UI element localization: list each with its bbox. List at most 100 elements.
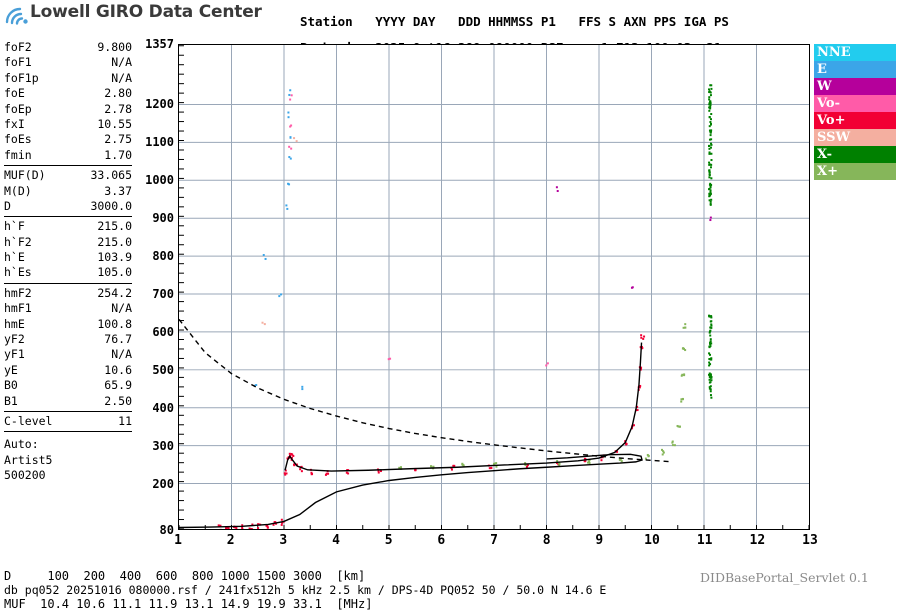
param-row: yE10.6 <box>4 363 132 378</box>
param-row: h`F2215.0 <box>4 235 132 250</box>
x-tick-label: 8 <box>543 533 551 548</box>
param-key: foE <box>4 86 25 101</box>
y-axis-labels: 8020030040050060070080090010001100120013… <box>128 44 174 530</box>
param-key: hmF1 <box>4 301 32 316</box>
param-value: 215.0 <box>97 219 132 234</box>
wifi-arc-icon <box>4 5 30 25</box>
param-value: 9.800 <box>97 40 132 55</box>
param-key: fxI <box>4 117 25 132</box>
legend-item-vo[interactable]: Vo+ <box>814 112 896 129</box>
param-row: D 3000.0 <box>4 199 132 214</box>
parameter-panel: foF2 9.800 foF1N/A foF1pN/A foE2.80 foEp 2… <box>4 40 132 484</box>
y-tick-label: 300 <box>152 439 174 453</box>
param-row: yF276.7 <box>4 332 132 347</box>
y-tick-label: 80 <box>160 523 174 537</box>
param-row: B065.9 <box>4 378 132 393</box>
divider <box>4 431 132 432</box>
param-row: hmE 100.8 <box>4 317 132 332</box>
param-row: foF1N/A <box>4 55 132 70</box>
param-group-virtual-heights: h`F215.0 h`F2215.0 h`E103.9 h`Es105.0 <box>4 219 132 281</box>
x-tick-label: 3 <box>279 533 287 548</box>
param-value: 254.2 <box>97 286 132 301</box>
param-row: hmF2 254.2 <box>4 286 132 301</box>
param-key: h`F <box>4 219 25 234</box>
legend-item-nne[interactable]: NNE <box>814 44 896 61</box>
param-key: yE <box>4 363 18 378</box>
x-tick-label: 13 <box>802 533 818 548</box>
x-tick-label: 2 <box>227 533 235 548</box>
ionogram-plot[interactable] <box>178 44 810 530</box>
param-key: D <box>4 199 11 214</box>
source-file-line: db pq052 20251016 080000.rsf / 241fx512h… <box>4 583 606 597</box>
ionogram-canvas <box>179 45 809 529</box>
param-key: foEp <box>4 102 32 117</box>
param-group-profile: hmF2254.2 hmF1N/A hmE100.8 yF276.7 yF1N/… <box>4 286 132 409</box>
legend-item-e[interactable]: E <box>814 61 896 78</box>
param-row: C-level11 <box>4 414 132 429</box>
param-key: foEs <box>4 132 32 147</box>
legend-item-x[interactable]: X+ <box>814 163 896 180</box>
param-row: M(D)3.37 <box>4 184 132 199</box>
param-key: hmF2 <box>4 286 32 301</box>
y-tick-label: 400 <box>152 401 174 415</box>
x-tick-label: 1 <box>174 533 182 548</box>
param-key: B1 <box>4 394 18 409</box>
param-key: C-level <box>4 414 52 429</box>
divider <box>4 411 132 412</box>
y-tick-label: 1000 <box>145 173 174 187</box>
param-key: hmE <box>4 317 25 332</box>
param-key: MUF(D) <box>4 168 46 183</box>
y-tick-label: 1200 <box>145 97 174 111</box>
param-key: foF2 <box>4 40 32 55</box>
legend-item-vo[interactable]: Vo- <box>814 95 896 112</box>
param-value: 105.0 <box>97 265 132 280</box>
servlet-version-label: DIDBasePortal_Servlet 0.1 <box>700 570 869 585</box>
divider <box>4 283 132 284</box>
param-key: yF1 <box>4 347 25 362</box>
y-tick-label: 700 <box>152 287 174 301</box>
param-row: B12.50 <box>4 394 132 409</box>
x-tick-label: 4 <box>332 533 340 548</box>
divider <box>4 165 132 166</box>
x-tick-label: 12 <box>750 533 766 548</box>
y-tick-label: 500 <box>152 363 174 377</box>
param-group-muf: MUF(D)33.065 M(D)3.37 D 3000.0 <box>4 168 132 214</box>
y-tick-label: 900 <box>152 211 174 225</box>
legend-item-w[interactable]: W <box>814 78 896 95</box>
param-row: fxI10.55 <box>4 117 132 132</box>
param-row: foE2.80 <box>4 86 132 101</box>
param-row: fmin1.70 <box>4 148 132 163</box>
param-row: h`F 215.0 <box>4 219 132 234</box>
param-row: foF2 9.800 <box>4 40 132 55</box>
param-key: M(D) <box>4 184 32 199</box>
auto-label: Auto: <box>4 437 132 452</box>
y-tick-label: 800 <box>152 249 174 263</box>
param-value: 3000.0 <box>90 199 132 214</box>
y-tick-label: 1100 <box>145 135 174 149</box>
param-key: B0 <box>4 378 18 393</box>
legend-item-x[interactable]: X- <box>814 146 896 163</box>
param-key: foF1p <box>4 71 39 86</box>
param-row: MUF(D)33.065 <box>4 168 132 183</box>
auto-software: Artist5 <box>4 453 132 468</box>
x-tick-label: 6 <box>437 533 445 548</box>
scale-muf-line: MUF 10.4 10.6 11.1 11.9 13.1 14.9 19.9 3… <box>4 597 372 611</box>
brand-logo: Lowell GIRO Data Center <box>4 2 214 28</box>
x-tick-label: 10 <box>644 533 660 548</box>
x-tick-label: 11 <box>697 533 713 548</box>
param-row: foF1pN/A <box>4 71 132 86</box>
station-header-labels: Station YYYY DAY DDD HHMMSS P1 FFS S AXN… <box>300 14 729 29</box>
param-key: yF2 <box>4 332 25 347</box>
param-key: foF1 <box>4 55 32 70</box>
param-row: yF1N/A <box>4 347 132 362</box>
auto-code: 500200 <box>4 468 132 483</box>
x-axis-labels: 12345678910111213 <box>178 533 810 551</box>
x-tick-label: 7 <box>490 533 498 548</box>
param-key: h`E <box>4 250 25 265</box>
param-value: 215.0 <box>97 235 132 250</box>
logo-text: Lowell GIRO Data Center <box>30 2 262 22</box>
legend-item-ssw[interactable]: SSW <box>814 129 896 146</box>
param-value: 100.8 <box>97 317 132 332</box>
param-key: h`Es <box>4 265 32 280</box>
param-key: fmin <box>4 148 32 163</box>
